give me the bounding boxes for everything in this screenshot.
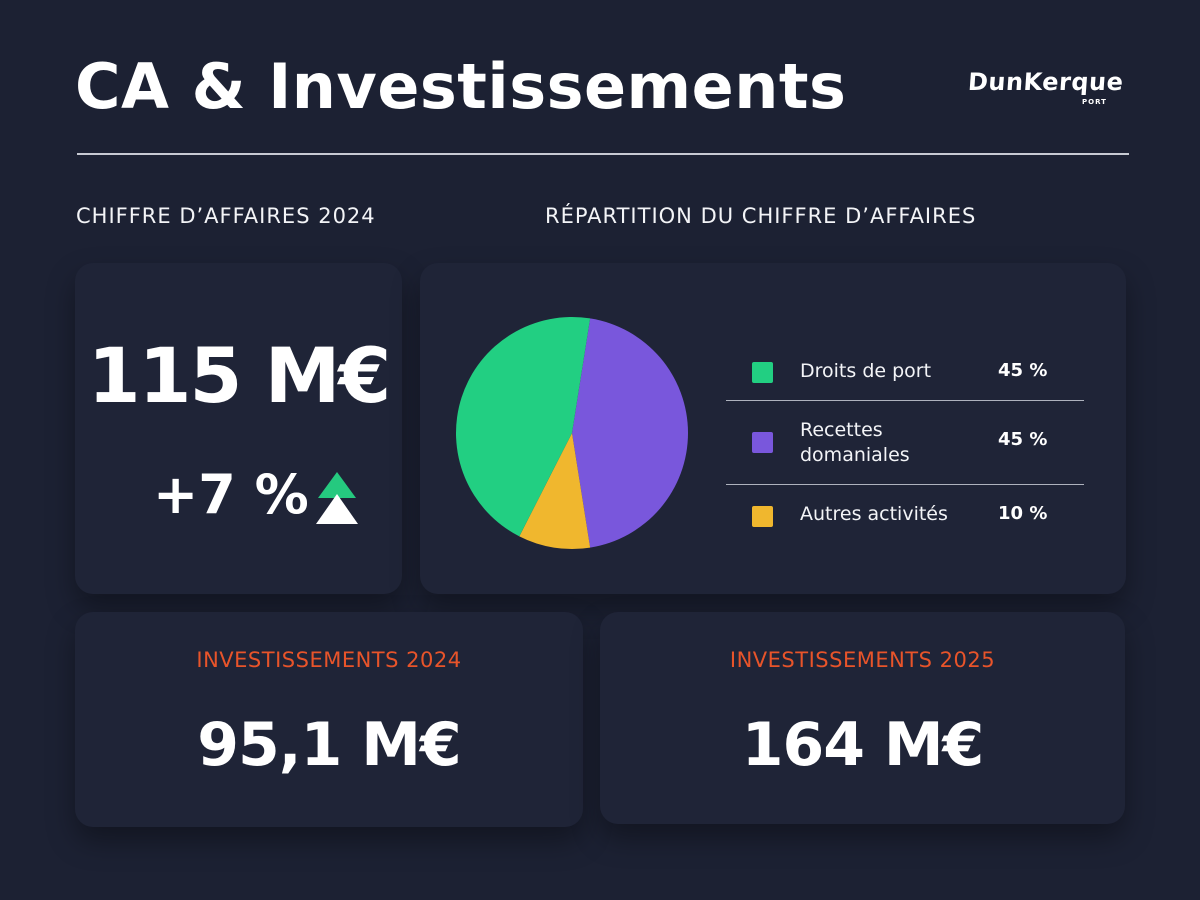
investments-2024-card: INVESTISSEMENTS 2024 95,1 M€ — [75, 612, 583, 827]
legend-value: 45 % — [998, 360, 1048, 381]
pie-slice-recettes-domaniales — [572, 318, 688, 548]
investments-2025-label: INVESTISSEMENTS 2025 — [729, 648, 996, 672]
pie-slice-autres-activites — [519, 433, 591, 549]
legend-swatch-droits-de-port — [752, 362, 773, 383]
legend-swatch-autres-activites — [752, 506, 773, 527]
legend-label: Droits de port — [800, 360, 932, 382]
page-title: CA & Investissements — [75, 50, 847, 123]
pie-slice-droits-de-port — [456, 317, 591, 537]
investments-2024-label: INVESTISSEMENTS 2024 — [196, 648, 462, 672]
dunkerque-port-logo: DunKerque PORT — [967, 68, 1124, 116]
title-divider — [77, 153, 1129, 155]
investments-2025-card: INVESTISSEMENTS 2025 164 M€ — [600, 612, 1125, 824]
legend-label: Autres activités — [800, 503, 948, 525]
investments-2025-value: 164 M€ — [741, 710, 985, 780]
revenue-card: 115 M€ +7 % — [75, 263, 402, 594]
legend-item: Droits de port 45 % — [726, 345, 1084, 401]
legend-swatch-recettes-domaniales — [752, 432, 773, 453]
investments-2024-value: 95,1 M€ — [197, 710, 461, 780]
legend-item: Recettes domaniales 45 % — [726, 401, 1084, 485]
revenue-growth: +7 % — [153, 463, 309, 526]
legend-item: Autres activités 10 % — [726, 485, 1084, 545]
pie-legend: Droits de port 45 % Recettes domaniales … — [726, 345, 1084, 545]
revenue-breakdown-card: Droits de port 45 % Recettes domaniales … — [420, 263, 1126, 594]
revenue-value: 115 M€ — [87, 331, 392, 420]
legend-label: Recettes domaniales — [800, 419, 910, 466]
logo-wordmark: DunKerque — [967, 68, 1125, 96]
up-triangle-icon — [316, 472, 358, 524]
logo-subtext: PORT — [1082, 98, 1107, 106]
breakdown-section-label: RÉPARTITION DU CHIFFRE D’AFFAIRES — [545, 204, 977, 228]
revenue-section-label: CHIFFRE D’AFFAIRES 2024 — [76, 204, 376, 228]
legend-value: 10 % — [998, 503, 1048, 524]
legend-value: 45 % — [998, 429, 1048, 450]
revenue-pie-chart — [456, 317, 688, 549]
